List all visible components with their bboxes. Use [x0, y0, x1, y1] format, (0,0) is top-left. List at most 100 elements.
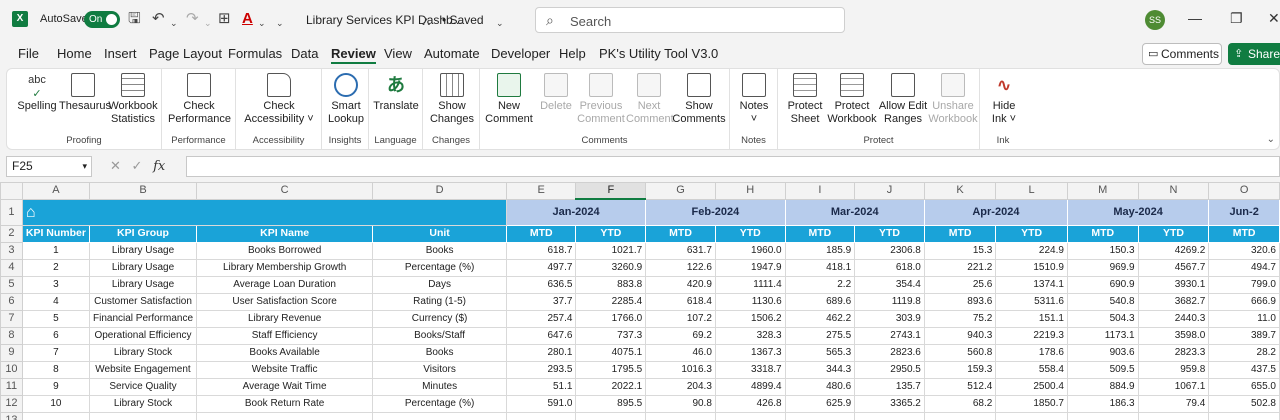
data-cell[interactable]: 959.8 — [1137, 360, 1210, 379]
column-title[interactable]: YTD — [854, 224, 925, 243]
data-cell[interactable]: 25.6 — [923, 275, 997, 294]
column-title[interactable]: YTD — [714, 224, 786, 243]
column-header-j[interactable]: J — [854, 182, 925, 200]
notes-button[interactable]: Notes ˅ — [734, 73, 774, 126]
data-cell[interactable]: 591.0 — [505, 394, 577, 413]
thesaurus-button[interactable]: Thesaurus — [59, 73, 111, 113]
row-header[interactable]: 2 — [0, 224, 23, 243]
search-box[interactable]: ⌕ Search — [535, 7, 845, 33]
column-header-n[interactable]: N — [1137, 182, 1210, 200]
data-cell[interactable]: 221.2 — [923, 258, 997, 277]
row-header[interactable]: 11 — [0, 377, 23, 396]
data-cell[interactable]: 618.4 — [645, 292, 716, 311]
name-box[interactable]: F25 ▾ — [6, 156, 92, 177]
data-cell[interactable]: 79.4 — [1137, 394, 1210, 413]
column-title[interactable]: YTD — [1137, 224, 1210, 243]
font-color-icon[interactable]: A — [242, 10, 253, 27]
data-cell[interactable]: Financial Performance — [88, 309, 198, 328]
data-cell[interactable]: 895.5 — [575, 394, 647, 413]
delete-comment-button[interactable]: Delete — [536, 73, 576, 113]
empty-cell[interactable] — [995, 411, 1068, 420]
tab-view[interactable]: View — [384, 46, 412, 61]
home-icon[interactable]: ⌂ — [21, 198, 507, 226]
data-cell[interactable]: 558.4 — [995, 360, 1068, 379]
data-cell[interactable]: 9 — [21, 377, 90, 396]
tab-file[interactable]: File — [18, 46, 39, 61]
empty-cell[interactable] — [505, 411, 577, 420]
data-cell[interactable]: 135.7 — [854, 377, 925, 396]
data-cell[interactable]: 69.2 — [645, 326, 716, 345]
data-cell[interactable]: 4 — [21, 292, 90, 311]
tab-automate[interactable]: Automate — [424, 46, 480, 61]
data-cell[interactable]: 11.0 — [1208, 309, 1280, 328]
data-cell[interactable]: 204.3 — [645, 377, 716, 396]
data-cell[interactable]: 1374.1 — [995, 275, 1068, 294]
data-cell[interactable]: 3682.7 — [1137, 292, 1210, 311]
data-cell[interactable]: 689.6 — [784, 292, 856, 311]
data-cell[interactable]: 1119.8 — [854, 292, 925, 311]
data-cell[interactable]: 275.5 — [784, 326, 856, 345]
row-header[interactable]: 10 — [0, 360, 23, 379]
column-header-i[interactable]: I — [784, 182, 856, 200]
row-header[interactable]: 1 — [0, 198, 23, 226]
close-icon[interactable]: ✕ — [1268, 10, 1280, 26]
data-cell[interactable]: 969.9 — [1066, 258, 1139, 277]
comments-button[interactable]: ▭ Comments — [1142, 43, 1222, 65]
tab-insert[interactable]: Insert — [104, 46, 137, 61]
data-cell[interactable]: Books Available — [196, 343, 374, 362]
data-cell[interactable]: Staff Efficiency — [196, 326, 374, 345]
show-changes-button[interactable]: Show Changes — [429, 73, 475, 126]
data-cell[interactable]: Library Usage — [88, 241, 198, 260]
data-cell[interactable]: 15.3 — [923, 241, 997, 260]
data-cell[interactable]: Books — [372, 343, 507, 362]
data-cell[interactable]: 224.9 — [995, 241, 1068, 260]
empty-cell[interactable] — [1137, 411, 1210, 420]
protect-sheet-button[interactable]: Protect Sheet — [784, 73, 826, 126]
data-cell[interactable]: 647.6 — [505, 326, 577, 345]
data-cell[interactable]: 37.7 — [505, 292, 577, 311]
data-cell[interactable]: 389.7 — [1208, 326, 1280, 345]
data-cell[interactable]: 75.2 — [923, 309, 997, 328]
data-cell[interactable]: 883.8 — [575, 275, 647, 294]
enter-icon[interactable]: ✓ — [131, 158, 143, 173]
data-cell[interactable]: 1173.1 — [1066, 326, 1139, 345]
column-title[interactable]: Unit — [372, 224, 507, 243]
data-cell[interactable]: 2 — [21, 258, 90, 277]
undo-icon[interactable]: ↶ — [152, 10, 165, 27]
data-cell[interactable]: 3 — [21, 275, 90, 294]
next-comment-button[interactable]: Next Comment — [626, 73, 674, 126]
check-accessibility-button[interactable]: Check Accessibility ˅ — [242, 73, 316, 126]
data-cell[interactable]: Library Stock — [88, 343, 198, 362]
data-cell[interactable]: Library Membership Growth — [196, 258, 374, 277]
column-header-g[interactable]: G — [645, 182, 716, 200]
column-title[interactable]: MTD — [1208, 224, 1280, 243]
data-cell[interactable]: 426.8 — [714, 394, 786, 413]
column-header-e[interactable]: E — [505, 182, 577, 200]
data-cell[interactable]: 631.7 — [645, 241, 716, 260]
row-header[interactable]: 13 — [0, 411, 23, 420]
data-cell[interactable]: Days — [372, 275, 507, 294]
empty-cell[interactable] — [575, 411, 647, 420]
saved-status[interactable]: • Saved — [442, 13, 484, 27]
column-header-b[interactable]: B — [88, 182, 198, 200]
data-cell[interactable]: 799.0 — [1208, 275, 1280, 294]
data-cell[interactable]: 1506.2 — [714, 309, 786, 328]
empty-cell[interactable] — [21, 411, 90, 420]
column-title[interactable]: YTD — [995, 224, 1068, 243]
data-cell[interactable]: 320.6 — [1208, 241, 1280, 260]
insert-function-icon[interactable]: fx — [153, 159, 166, 174]
column-title[interactable]: YTD — [575, 224, 647, 243]
data-cell[interactable]: 303.9 — [854, 309, 925, 328]
data-cell[interactable]: Service Quality — [88, 377, 198, 396]
data-cell[interactable]: 903.6 — [1066, 343, 1139, 362]
data-cell[interactable]: 1795.5 — [575, 360, 647, 379]
hide-ink-button[interactable]: ∿ Hide Ink ˅ — [986, 73, 1022, 126]
show-comments-button[interactable]: Show Comments — [672, 73, 726, 126]
data-cell[interactable]: 940.3 — [923, 326, 997, 345]
column-header-d[interactable]: D — [372, 182, 507, 200]
data-cell[interactable]: 2285.4 — [575, 292, 647, 311]
data-cell[interactable]: 344.3 — [784, 360, 856, 379]
column-title[interactable]: MTD — [645, 224, 716, 243]
document-title[interactable]: Library Services KPI Dashb... — [306, 13, 463, 27]
data-cell[interactable]: Visitors — [372, 360, 507, 379]
